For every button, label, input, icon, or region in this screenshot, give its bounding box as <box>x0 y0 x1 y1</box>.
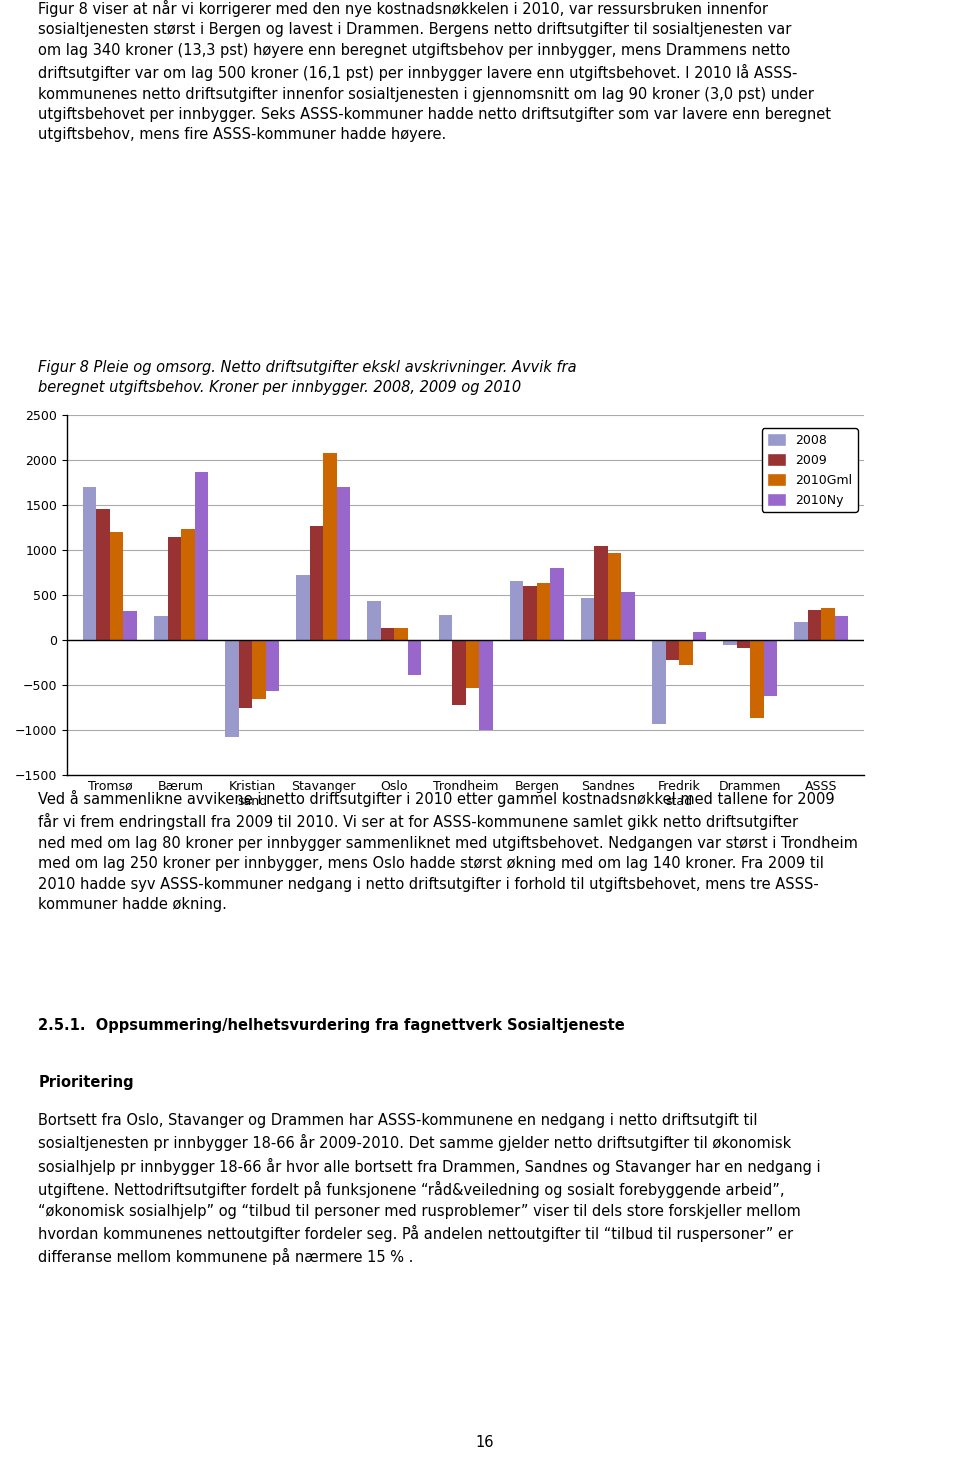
Bar <box>452 640 466 705</box>
Bar <box>692 631 706 640</box>
Legend: 2008, 2009, 2010Gml, 2010Ny: 2008, 2009, 2010Gml, 2010Ny <box>762 428 857 512</box>
Bar <box>479 640 492 730</box>
Bar <box>381 628 395 640</box>
Bar <box>764 640 778 696</box>
Bar <box>550 568 564 640</box>
Text: 2.5.1.  Oppsummering/helhetsvurdering fra fagnettverk Sosialtjeneste: 2.5.1. Oppsummering/helhetsvurdering fra… <box>38 1018 625 1032</box>
Bar <box>266 640 279 692</box>
Bar <box>239 640 252 708</box>
Bar <box>679 640 692 665</box>
Bar <box>652 640 665 724</box>
Bar <box>408 640 421 676</box>
Bar <box>822 608 835 640</box>
Bar <box>523 586 537 640</box>
Text: 16: 16 <box>475 1435 494 1450</box>
Bar <box>324 453 337 640</box>
Bar <box>368 602 381 640</box>
Bar <box>608 553 621 640</box>
Bar <box>594 546 608 640</box>
Bar <box>154 615 167 640</box>
Bar <box>510 581 523 640</box>
Bar <box>181 530 195 640</box>
Bar <box>337 487 350 640</box>
Bar <box>226 640 239 738</box>
Bar <box>537 583 550 640</box>
Bar <box>750 640 764 718</box>
Bar <box>252 640 266 699</box>
Bar <box>167 537 181 640</box>
Bar <box>736 640 750 648</box>
Bar <box>807 611 822 640</box>
Bar <box>439 615 452 640</box>
Text: Figur 8 viser at når vi korrigerer med den nye kostnadsnøkkelen i 2010, var ress: Figur 8 viser at når vi korrigerer med d… <box>38 0 831 143</box>
Text: Ved å sammenlikne avvikene i netto driftsutgifter i 2010 etter gammel kostnadsnø: Ved å sammenlikne avvikene i netto drift… <box>38 791 858 912</box>
Bar <box>297 575 310 640</box>
Text: Bortsett fra Oslo, Stavanger og Drammen har ASSS-kommunene en nedgang i netto dr: Bortsett fra Oslo, Stavanger og Drammen … <box>38 1114 821 1266</box>
Bar <box>195 472 208 640</box>
Bar <box>124 611 137 640</box>
Text: Figur 8 Pleie og omsorg. Netto driftsutgifter ekskl avskrivninger. Avvik fra
ber: Figur 8 Pleie og omsorg. Netto driftsutg… <box>38 360 577 395</box>
Bar <box>96 509 109 640</box>
Bar <box>395 628 408 640</box>
Bar <box>723 640 736 645</box>
Bar <box>109 532 124 640</box>
Bar <box>83 487 96 640</box>
Bar <box>665 640 679 659</box>
Bar <box>581 597 594 640</box>
Text: Prioritering: Prioritering <box>38 1075 134 1090</box>
Bar <box>621 593 635 640</box>
Bar <box>794 622 807 640</box>
Bar <box>835 615 849 640</box>
Bar <box>310 525 324 640</box>
Bar <box>466 640 479 687</box>
